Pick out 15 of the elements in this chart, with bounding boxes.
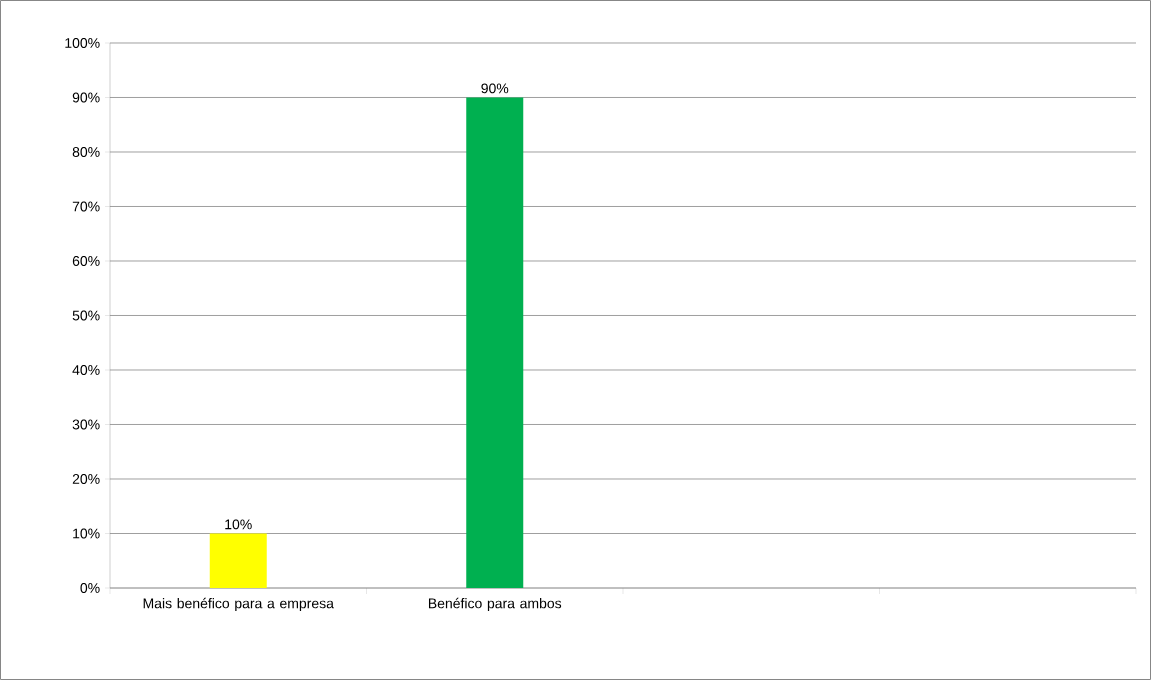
y-tick-label: 0% — [80, 583, 100, 593]
y-tick-label: 100% — [65, 38, 100, 48]
x-tick-label: Mais benéfico para a empresa — [143, 597, 334, 612]
data-label: 10% — [225, 519, 252, 530]
y-tick-label: 20% — [72, 474, 100, 484]
x-tick-label: Benéfico para ambos — [428, 597, 562, 612]
y-tick-label: 90% — [72, 92, 100, 103]
y-tick-label: 70% — [72, 201, 100, 212]
y-tick-label: 30% — [72, 419, 100, 430]
y-tick-label: 40% — [72, 365, 100, 375]
y-tick-label: 80% — [72, 147, 100, 157]
y-tick-label: 60% — [72, 256, 100, 266]
y-tick-label: 10% — [73, 528, 100, 539]
y-tick-label: 50% — [72, 310, 100, 321]
data-label: 90% — [481, 83, 509, 94]
